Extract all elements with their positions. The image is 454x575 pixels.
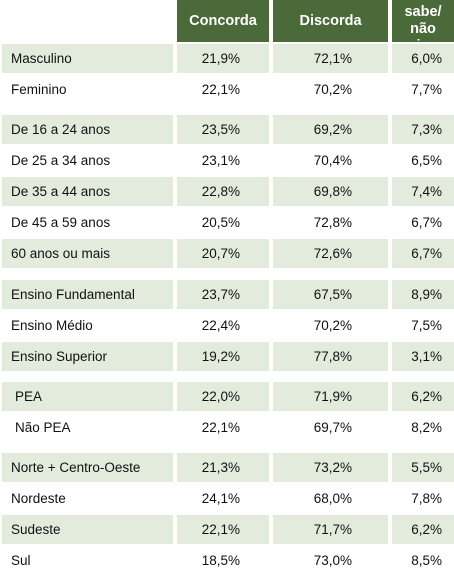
- cell-concorda: 22,4%: [177, 311, 269, 340]
- row-label: Ensino Fundamental: [2, 280, 173, 309]
- table-row-nao-pea: Não PEA 22,1% 69,7% 8,2%: [0, 413, 454, 442]
- cell-nao-sabe: 5,5%: [392, 453, 454, 482]
- cell-concorda: 24,1%: [177, 484, 269, 513]
- cell-nao-sabe: 8,9%: [392, 280, 454, 309]
- cell-nao-sabe: 8,5%: [392, 546, 454, 575]
- table-row-60-mais: 60 anos ou mais 20,7% 72,6% 6,7%: [0, 239, 454, 268]
- cell-nao-sabe: 7,3%: [392, 115, 454, 144]
- header-nao-sabe-line1: Não sabe/: [404, 0, 442, 20]
- cell-discorda: 72,6%: [273, 239, 388, 268]
- table-row-16-24: De 16 a 24 anos 23,5% 69,2% 7,3%: [0, 115, 454, 144]
- cell-discorda: 73,0%: [273, 546, 388, 575]
- cell-concorda: 22,1%: [177, 413, 269, 442]
- cell-nao-sabe: 6,7%: [392, 208, 454, 237]
- row-label: De 35 a 44 anos: [2, 177, 173, 206]
- cell-discorda: 70,2%: [273, 75, 388, 104]
- cell-discorda: 72,8%: [273, 208, 388, 237]
- cell-nao-sabe: 6,2%: [392, 515, 454, 544]
- cell-discorda: 69,8%: [273, 177, 388, 206]
- table-row-25-34: De 25 a 34 anos 23,1% 70,4% 6,5%: [0, 146, 454, 175]
- cell-nao-sabe: 7,8%: [392, 484, 454, 513]
- cell-concorda: 19,2%: [177, 342, 269, 371]
- cell-nao-sabe: 6,5%: [392, 146, 454, 175]
- cell-nao-sabe: 7,7%: [392, 75, 454, 104]
- cell-concorda: 22,1%: [177, 75, 269, 104]
- row-label: Ensino Médio: [2, 311, 173, 340]
- row-label: PEA: [2, 382, 173, 411]
- cell-concorda: 18,5%: [177, 546, 269, 575]
- cell-discorda: 71,7%: [273, 515, 388, 544]
- cell-concorda: 21,3%: [177, 453, 269, 482]
- cell-discorda: 71,9%: [273, 382, 388, 411]
- table-row-pea: PEA 22,0% 71,9% 6,2%: [0, 382, 454, 411]
- cell-discorda: 69,2%: [273, 115, 388, 144]
- cell-concorda: 22,1%: [177, 515, 269, 544]
- cell-concorda: 22,8%: [177, 177, 269, 206]
- row-label: Sudeste: [2, 515, 173, 544]
- row-label: Norte + Centro-Oeste: [2, 453, 173, 482]
- row-label: Masculino: [2, 44, 173, 73]
- cell-nao-sabe: 7,5%: [392, 311, 454, 340]
- cell-discorda: 68,0%: [273, 484, 388, 513]
- cell-discorda: 70,4%: [273, 146, 388, 175]
- table-row-nordeste: Nordeste 24,1% 68,0% 7,8%: [0, 484, 454, 513]
- cell-nao-sabe: 8,2%: [392, 413, 454, 442]
- cell-concorda: 21,9%: [177, 44, 269, 73]
- cell-concorda: 23,1%: [177, 146, 269, 175]
- cell-discorda: 72,1%: [273, 44, 388, 73]
- cell-nao-sabe: 3,1%: [392, 342, 454, 371]
- header-concorda: Concorda: [177, 0, 269, 42]
- row-label: Nordeste: [2, 484, 173, 513]
- cell-concorda: 20,7%: [177, 239, 269, 268]
- cell-nao-sabe: 6,7%: [392, 239, 454, 268]
- cell-nao-sabe: 6,2%: [392, 382, 454, 411]
- table-row-feminino: Feminino 22,1% 70,2% 7,7%: [0, 75, 454, 104]
- table-row-sul: Sul 18,5% 73,0% 8,5%: [0, 546, 454, 575]
- cell-concorda: 23,7%: [177, 280, 269, 309]
- row-label: 60 anos ou mais: [2, 239, 173, 268]
- header-blank-cell: [2, 0, 173, 42]
- cell-nao-sabe: 7,4%: [392, 177, 454, 206]
- row-label: De 16 a 24 anos: [2, 115, 173, 144]
- row-label: De 45 a 59 anos: [2, 208, 173, 237]
- cell-discorda: 69,7%: [273, 413, 388, 442]
- row-label: Não PEA: [2, 413, 173, 442]
- table-row-35-44: De 35 a 44 anos 22,8% 69,8% 7,4%: [0, 177, 454, 206]
- table-row-45-59: De 45 a 59 anos 20,5% 72,8% 6,7%: [0, 208, 454, 237]
- table-row-ensino-superior: Ensino Superior 19,2% 77,8% 3,1%: [0, 342, 454, 371]
- cell-discorda: 77,8%: [273, 342, 388, 371]
- row-label: Ensino Superior: [2, 342, 173, 371]
- row-label: Sul: [2, 546, 173, 575]
- table-row-masculino: Masculino 21,9% 72,1% 6,0%: [0, 44, 454, 73]
- row-label: Feminino: [2, 75, 173, 104]
- cell-discorda: 73,2%: [273, 453, 388, 482]
- header-nao-sabe: Não sabe/ não opinou: [392, 0, 454, 54]
- table-row-sudeste: Sudeste 22,1% 71,7% 6,2%: [0, 515, 454, 544]
- table-row-ensino-medio: Ensino Médio 22,4% 70,2% 7,5%: [0, 311, 454, 340]
- cell-concorda: 20,5%: [177, 208, 269, 237]
- cell-concorda: 23,5%: [177, 115, 269, 144]
- cell-discorda: 70,2%: [273, 311, 388, 340]
- row-label: De 25 a 34 anos: [2, 146, 173, 175]
- table-row-norte-centro-oeste: Norte + Centro-Oeste 21,3% 73,2% 5,5%: [0, 453, 454, 482]
- cell-nao-sabe: 6,0%: [392, 44, 454, 73]
- cell-discorda: 67,5%: [273, 280, 388, 309]
- table-row-ensino-fundamental: Ensino Fundamental 23,7% 67,5% 8,9%: [0, 280, 454, 309]
- cell-concorda: 22,0%: [177, 382, 269, 411]
- header-discorda: Discorda: [273, 0, 388, 42]
